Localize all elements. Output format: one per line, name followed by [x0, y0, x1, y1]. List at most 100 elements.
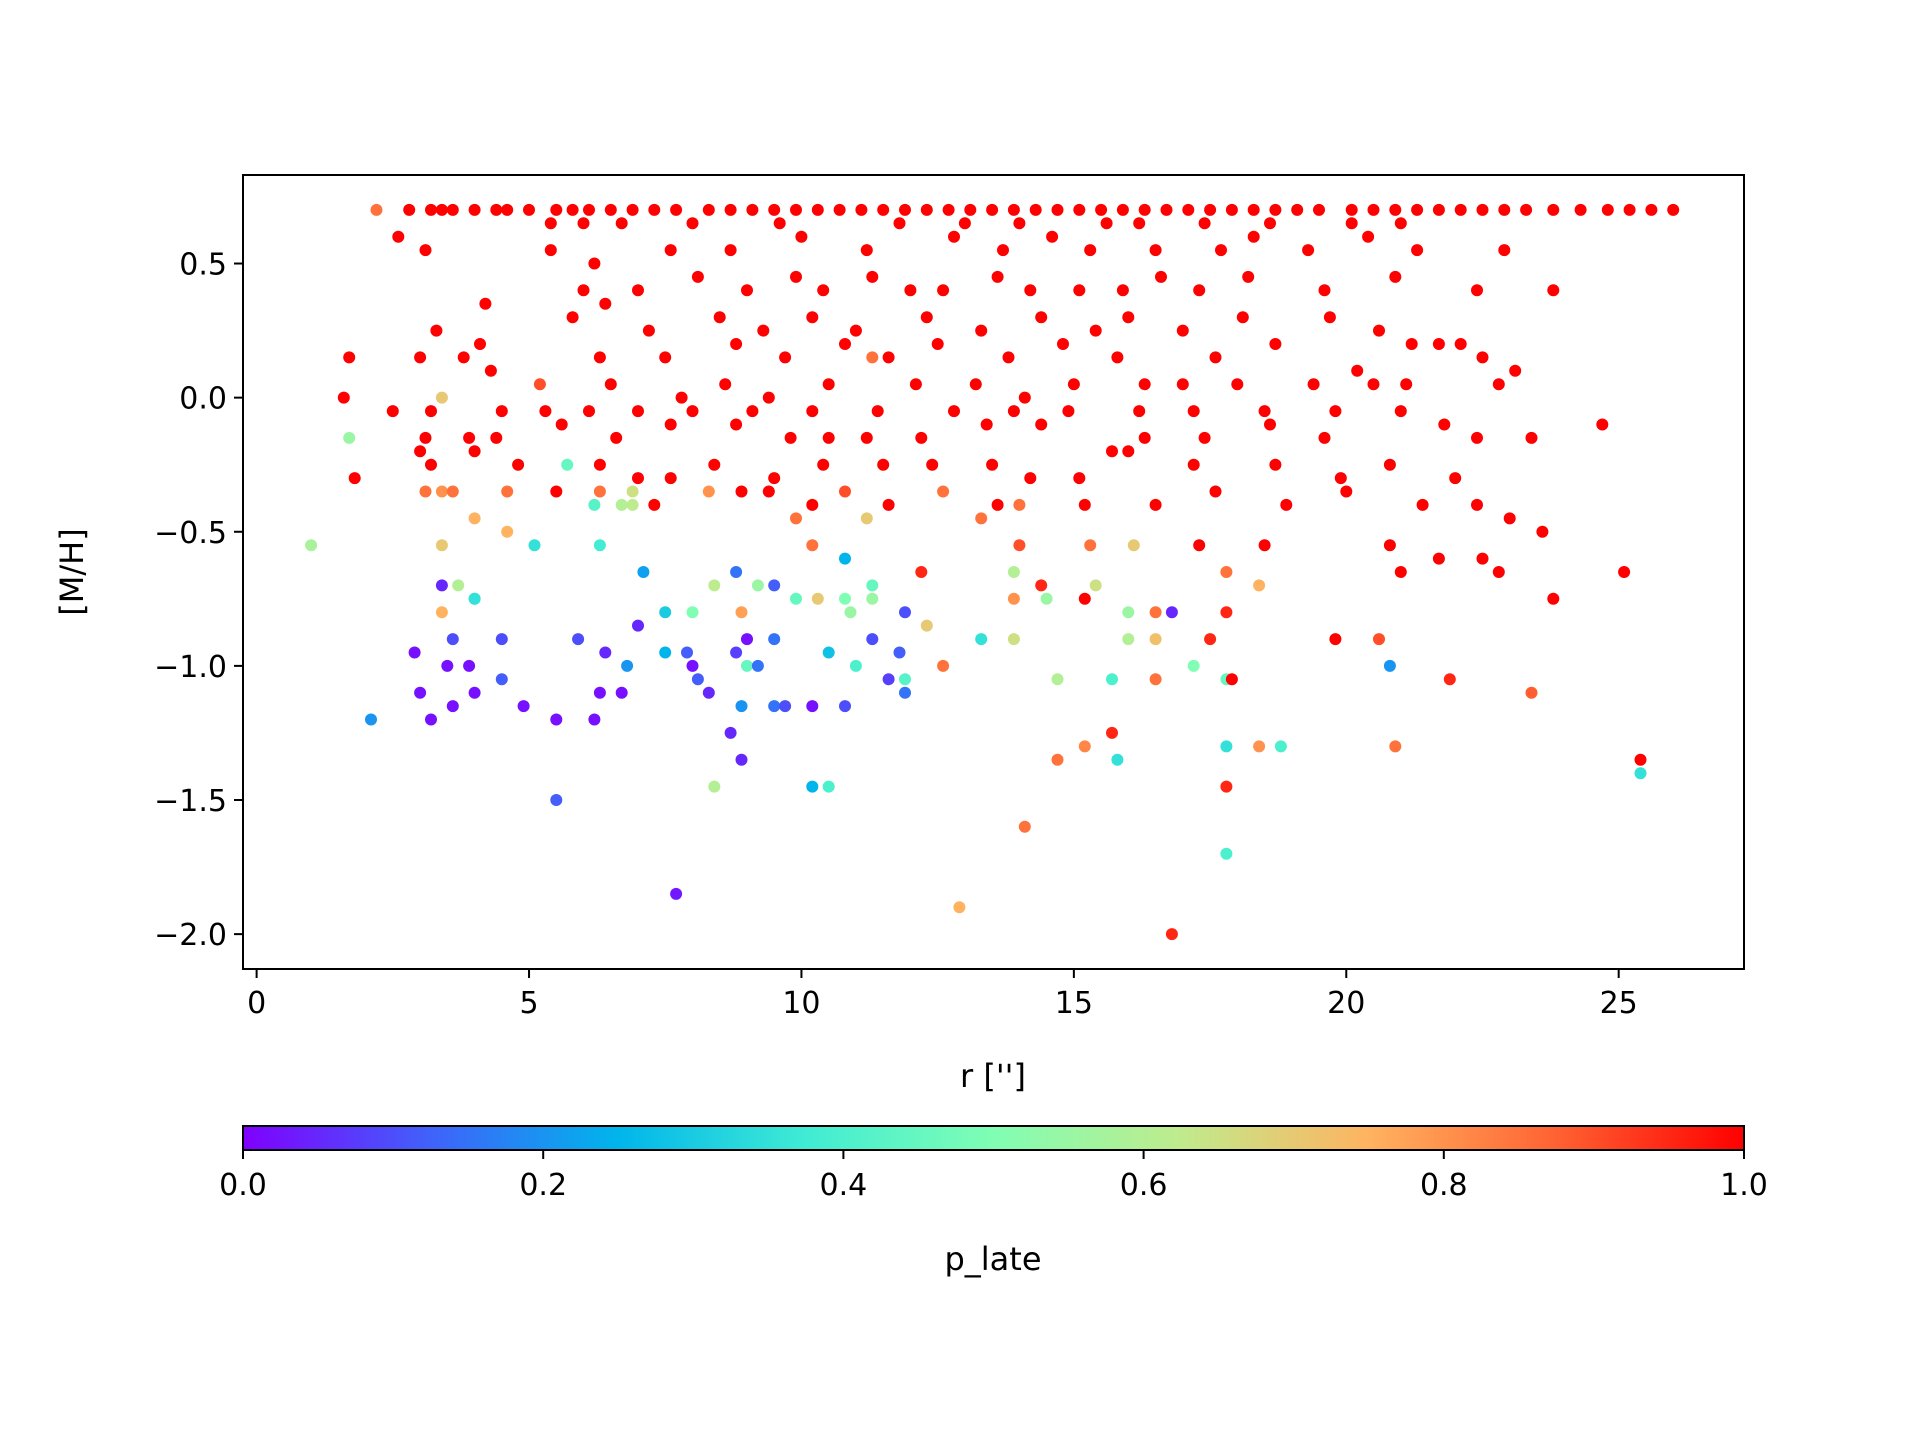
y-axis-label: [M/H]: [53, 528, 91, 615]
colorbar-tick-label: 0.0: [219, 1168, 267, 1203]
scatter-point: [1367, 203, 1380, 216]
scatter-point: [474, 338, 486, 350]
scatter-point: [495, 633, 508, 646]
x-axis: 0 5 10 15 20 25: [247, 969, 1638, 1021]
scatter-point: [822, 780, 835, 793]
scatter-point: [735, 700, 748, 713]
scatter-point: [686, 659, 699, 672]
scatter-point: [632, 284, 644, 297]
scatter-point: [479, 297, 492, 310]
scatter-point: [708, 458, 721, 471]
scatter-point: [435, 539, 448, 552]
scatter-point: [533, 378, 546, 391]
scatter-point: [937, 485, 950, 498]
scatter-point: [1520, 203, 1533, 216]
scatter-point: [735, 606, 748, 619]
scatter-point: [632, 619, 644, 632]
scatter-point: [1078, 740, 1091, 753]
scatter-point: [839, 485, 851, 498]
scatter-point: [435, 579, 448, 592]
scatter-point: [817, 458, 830, 471]
scatter-point: [741, 633, 753, 646]
scatter-point: [588, 713, 601, 726]
scatter-point: [1138, 203, 1151, 216]
scatter-point: [1035, 418, 1048, 431]
x-axis-label: r ['']: [960, 1057, 1026, 1095]
scatter-point: [670, 887, 683, 900]
scatter-point: [1471, 498, 1483, 511]
scatter-point: [1187, 458, 1200, 471]
scatter-point: [1225, 673, 1238, 686]
scatter-point: [686, 405, 699, 418]
scatter-point: [1149, 606, 1162, 619]
scatter-point: [1035, 579, 1048, 592]
scatter-point: [1084, 539, 1097, 552]
scatter-point: [414, 686, 427, 699]
x-tick-label: 25: [1600, 986, 1638, 1021]
scatter-point: [425, 203, 437, 216]
scatter-point: [550, 713, 563, 726]
scatter-point: [1057, 338, 1069, 350]
scatter-point: [1618, 566, 1631, 578]
scatter-point: [882, 673, 895, 686]
scatter-point: [790, 592, 802, 605]
scatter-point: [1204, 203, 1217, 216]
scatter-point: [746, 203, 759, 216]
scatter-points: [305, 203, 1680, 941]
scatter-point: [958, 217, 971, 230]
scatter-point: [1051, 673, 1064, 686]
scatter-point: [730, 566, 743, 578]
scatter-point: [877, 203, 890, 216]
scatter-point: [457, 351, 470, 364]
scatter-point: [882, 498, 895, 511]
scatter-point: [1198, 217, 1211, 230]
scatter-point: [746, 405, 759, 418]
scatter-point: [512, 458, 525, 471]
scatter-point: [735, 485, 748, 498]
scatter-point: [599, 646, 612, 659]
scatter-point: [866, 633, 879, 646]
scatter-point: [588, 498, 601, 511]
scatter-point: [550, 485, 563, 498]
scatter-point: [1432, 203, 1445, 216]
scatter-point: [1073, 203, 1086, 216]
y-tick-label: 0.0: [179, 382, 227, 417]
scatter-point: [926, 458, 939, 471]
scatter-point: [1220, 780, 1233, 793]
scatter-point: [501, 203, 514, 216]
scatter-point: [1122, 633, 1135, 646]
scatter-point: [626, 485, 639, 498]
scatter-point: [1029, 203, 1042, 216]
scatter-point: [768, 203, 781, 216]
scatter-point: [1149, 673, 1162, 686]
scatter-point: [648, 203, 661, 216]
scatter-point: [1176, 378, 1189, 391]
scatter-point: [893, 646, 906, 659]
scatter-point: [425, 458, 437, 471]
scatter-point: [702, 686, 715, 699]
scatter-point: [1231, 378, 1244, 391]
scatter-point: [583, 405, 595, 418]
scatter-point: [860, 512, 873, 525]
scatter-point: [822, 431, 835, 444]
scatter-point: [1122, 445, 1135, 458]
scatter-point: [561, 458, 574, 471]
scatter-point: [920, 619, 933, 632]
scatter-point: [1013, 539, 1026, 552]
scatter-point: [1492, 566, 1505, 578]
scatter-point: [1258, 405, 1271, 418]
scatter-point: [425, 713, 437, 726]
scatter-point: [1389, 740, 1402, 753]
scatter-point: [1389, 270, 1402, 283]
scatter-point: [1302, 244, 1315, 257]
scatter-point: [621, 659, 634, 672]
scatter-point: [1116, 284, 1129, 297]
scatter-point: [822, 378, 835, 391]
scatter-point: [419, 431, 432, 444]
scatter-point: [866, 579, 879, 592]
scatter-point: [664, 244, 677, 257]
scatter-point: [1394, 217, 1407, 230]
scatter-point: [1634, 767, 1647, 780]
scatter-point: [1645, 203, 1658, 216]
scatter-point: [490, 431, 503, 444]
